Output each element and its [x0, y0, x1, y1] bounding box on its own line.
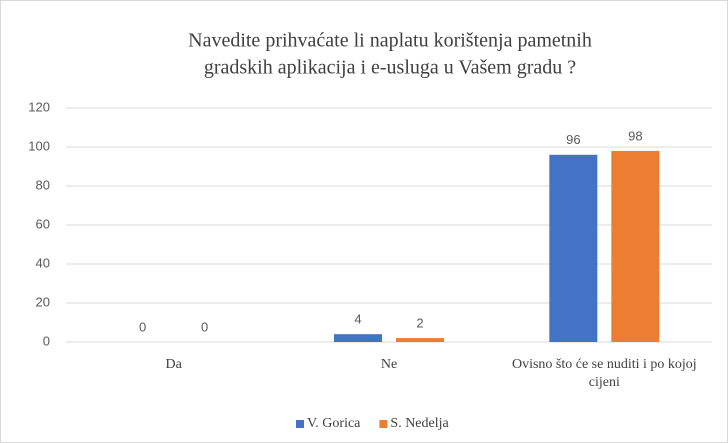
y-tick-label: 100	[28, 138, 50, 153]
legend-swatch	[379, 420, 388, 428]
x-tick-label: Da	[165, 357, 182, 372]
data-label: 4	[354, 312, 361, 327]
x-tick-label: Ovisno što će se nuditi i po kojoj cijen…	[511, 357, 697, 390]
y-tick-label: 20	[36, 294, 50, 309]
bar	[549, 154, 598, 342]
y-tick-label: 0	[43, 333, 50, 348]
y-tick-label: 60	[36, 216, 50, 231]
chart-title: gradskih aplikacija i e-usluga u Vašem g…	[204, 57, 576, 79]
y-tick-label: 80	[36, 177, 50, 192]
x-tick-label: Ne	[380, 357, 398, 372]
data-label: 2	[416, 316, 423, 331]
legend-label: V. Gorica	[307, 416, 361, 431]
bar	[611, 150, 660, 342]
data-label: 96	[566, 132, 580, 147]
legend-swatch	[296, 420, 304, 428]
chart-title: Navedite prihvaćate li naplatu korištenj…	[188, 30, 592, 52]
bar	[334, 334, 382, 342]
y-tick-label: 40	[36, 255, 50, 270]
data-label: 98	[628, 128, 642, 143]
bar	[396, 338, 444, 342]
y-tick-label: 120	[28, 99, 50, 114]
data-label: 0	[201, 319, 208, 334]
data-label: 0	[139, 319, 146, 334]
legend-label: S. Nedelja	[390, 416, 449, 431]
